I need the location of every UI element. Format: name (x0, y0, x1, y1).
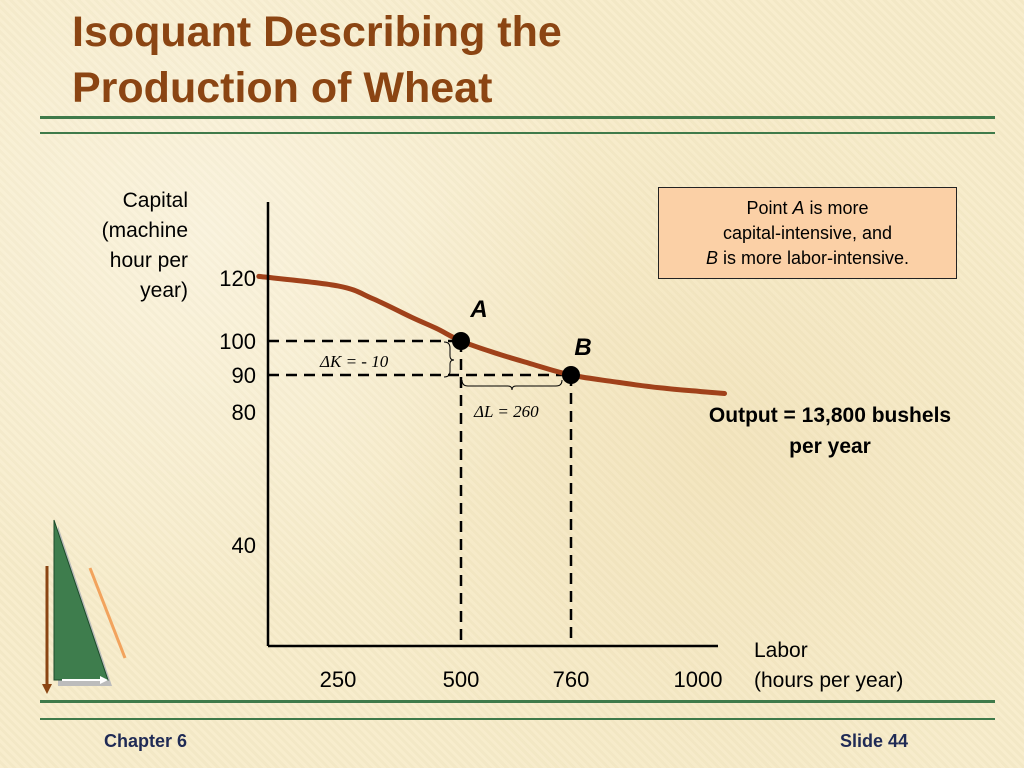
note-point-a: A (792, 198, 805, 218)
note-text: is more (804, 198, 869, 218)
note-point-b: B (705, 248, 718, 268)
x-label-line: Labor (754, 639, 808, 662)
y-label-line: hour per (109, 249, 188, 272)
chapter-label: Chapter 6 (104, 731, 188, 751)
y-axis-label: Capital (machine hour per year) (60, 186, 188, 306)
textbook-logo (42, 519, 127, 694)
title-line-2: Production of Wheat (72, 64, 493, 112)
slide-title: Isoquant Describing the Production of Wh… (72, 4, 562, 116)
title-line-1: Isoquant Describing the (72, 8, 562, 56)
output-line-2: per year (789, 435, 871, 458)
point-label-b: B (574, 334, 591, 361)
y-tick-label: 120 (219, 266, 256, 291)
x-tick-label: 760 (553, 667, 590, 692)
point-label-a: A (469, 296, 487, 323)
y-label-line: (machine (101, 219, 188, 242)
x-tick-label: 500 (443, 667, 480, 692)
delta-k-label: ΔK = - 10 (319, 352, 389, 371)
output-label: Output = 13,800 bushels per year (670, 400, 990, 462)
guide-lines (268, 339, 573, 646)
note-text: is more labor-intensive. (717, 248, 910, 268)
point-b (562, 366, 580, 384)
y-tick-label: 100 (219, 329, 256, 354)
note-line-3: B is more labor-intensive. (659, 246, 956, 271)
delta-l-brace (461, 379, 563, 391)
note-line-1: Point A is more (659, 196, 956, 221)
title-rule-bottom (40, 132, 995, 134)
x-tick-label: 250 (320, 667, 357, 692)
x-label-line: (hours per year) (754, 669, 904, 692)
delta-l-label: ΔL = 260 (473, 402, 539, 421)
slide-number: Slide 44 (840, 731, 909, 751)
y-label-line: Capital (122, 189, 188, 212)
y-tick-label: 80 (232, 400, 256, 425)
x-tick-label: 1000 (674, 667, 723, 692)
delta-k-brace (443, 341, 455, 378)
y-label-line: year) (140, 279, 188, 302)
y-tick-label: 40 (232, 533, 256, 558)
y-tick-label: 90 (232, 363, 256, 388)
point-a (452, 332, 470, 350)
isoquant-curve (256, 273, 727, 396)
title-rule-top (40, 116, 995, 119)
note-line-2: capital-intensive, and (722, 223, 893, 243)
intensity-note-box: Point A is more capital-intensive, and B… (658, 187, 957, 279)
note-text: Point (746, 198, 793, 218)
footer-rule-bottom (40, 718, 995, 720)
footer-rule-top (40, 700, 995, 703)
x-axis-label: Labor (hours per year) (754, 636, 903, 696)
output-line-1: Output = 13,800 bushels (708, 404, 952, 427)
